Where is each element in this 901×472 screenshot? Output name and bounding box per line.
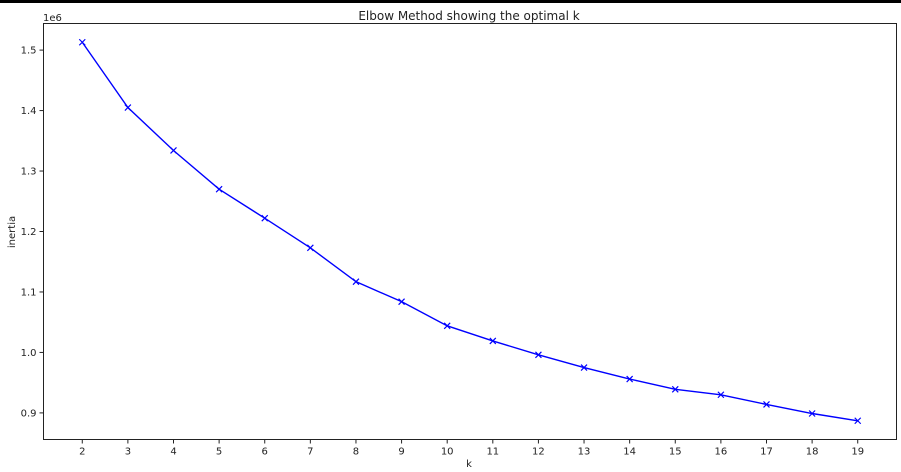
y-ticks: 0.9 1.0 1.1 1.2 1.3 1.4 1.5 (21, 46, 44, 419)
x-tick-label: 14 (623, 447, 636, 458)
data-point-marker (78, 38, 86, 46)
data-point-marker (854, 417, 862, 425)
data-point-marker (626, 375, 634, 383)
data-point-marker (398, 298, 406, 306)
x-tick-label: 11 (486, 447, 499, 458)
x-tick-label: 4 (170, 447, 176, 458)
x-tick-label: 8 (353, 447, 359, 458)
data-point-marker (215, 185, 223, 193)
data-point-marker (306, 244, 314, 252)
x-tick-label: 10 (441, 447, 454, 458)
data-point-marker (671, 385, 679, 393)
x-tick-label: 2 (79, 447, 85, 458)
data-point-marker (443, 322, 451, 330)
y-tick-label: 1.2 (21, 227, 37, 238)
y-tick-label: 1.5 (21, 46, 37, 57)
data-point-marker (124, 104, 132, 111)
x-tick-label: 7 (307, 447, 313, 458)
y-tick-label: 1.4 (21, 106, 37, 117)
series-line (81, 41, 858, 422)
y-tick-label: 1.3 (21, 167, 37, 178)
x-tick-label: 6 (262, 447, 268, 458)
y-axis-label: inertia (7, 216, 18, 248)
data-point-marker (261, 214, 269, 222)
data-point-marker (808, 410, 816, 417)
x-tick-label: 15 (669, 447, 682, 458)
y-offset-label: 1e6 (43, 13, 62, 24)
chart-title: Elbow Method showing the optimal k (358, 9, 579, 23)
x-tick-label: 13 (578, 447, 591, 458)
y-tick-label: 0.9 (21, 408, 37, 419)
x-tick-label: 5 (216, 447, 222, 458)
y-tick-label: 1.0 (21, 348, 37, 359)
x-tick-label: 9 (398, 447, 404, 458)
data-point-marker (717, 391, 725, 399)
x-tick-label: 19 (851, 447, 864, 458)
y-tick-label: 1.1 (21, 287, 37, 298)
data-point-marker (489, 337, 497, 345)
data-point-marker (763, 401, 770, 408)
data-point-marker (534, 351, 542, 359)
plot-frame (43, 23, 897, 440)
top-border (0, 0, 901, 3)
data-point-marker (352, 278, 360, 286)
x-axis-label: k (466, 459, 472, 470)
x-tick-label: 16 (715, 447, 728, 458)
x-tick-label: 18 (806, 447, 819, 458)
x-ticks: 2 3 4 5 6 7 8 9 10 11 12 13 14 15 16 17 18 19 (79, 439, 864, 458)
x-tick-label: 17 (760, 447, 773, 458)
data-point-marker (170, 147, 177, 154)
x-tick-label: 3 (125, 447, 131, 458)
data-point-marker (580, 364, 588, 371)
series-layer (78, 38, 862, 425)
x-tick-label: 12 (532, 447, 545, 458)
